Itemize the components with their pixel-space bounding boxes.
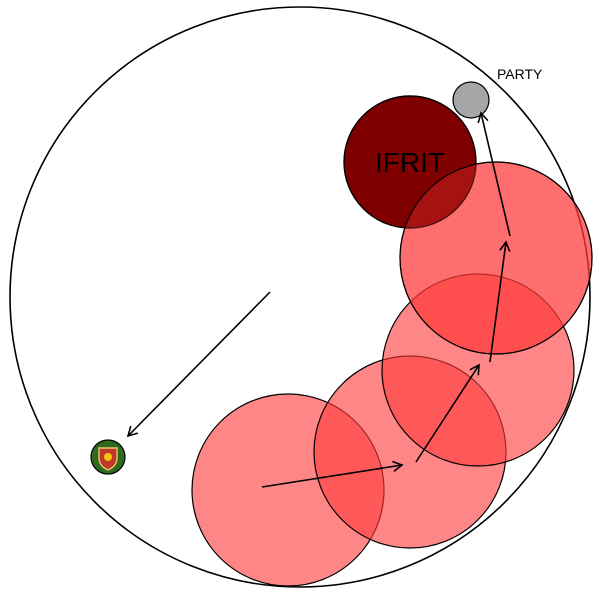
badge-center <box>104 453 112 461</box>
aoe-circle-4-overlay <box>399 161 593 355</box>
boss-label: IFRIT <box>375 147 445 178</box>
arena-circle <box>9 6 591 588</box>
green-badge-marker-icon <box>90 439 126 475</box>
party-marker <box>452 81 490 119</box>
knockback-arrow <box>126 291 271 438</box>
movement-arrow-1 <box>261 460 404 488</box>
party-label: PARTY <box>497 66 543 82</box>
movement-arrow-4 <box>477 111 511 237</box>
movement-path <box>126 111 511 488</box>
boss-circle <box>343 95 477 229</box>
movement-arrow-3 <box>489 240 511 363</box>
movement-arrow-2 <box>415 363 480 463</box>
